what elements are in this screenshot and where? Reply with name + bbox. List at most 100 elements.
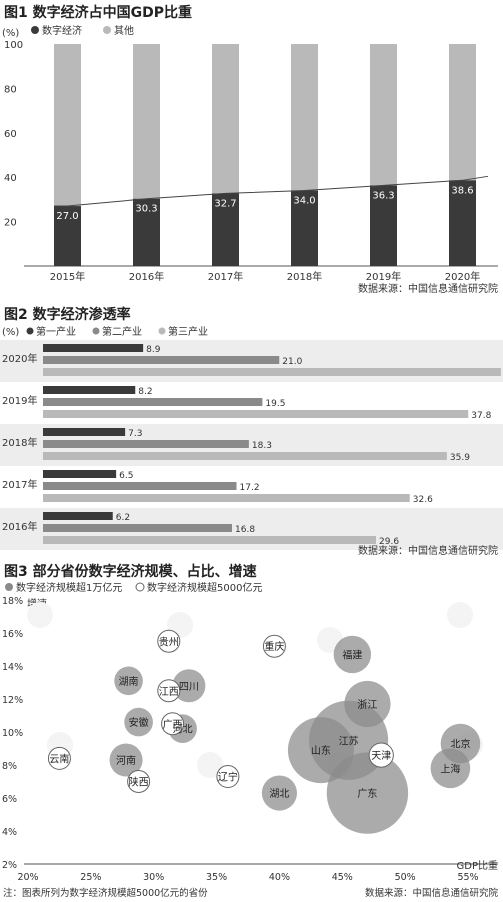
fig1-unit: (%) (2, 28, 19, 39)
fig3-ytick-label: 4% (2, 827, 17, 838)
fig3-ytick-label: 16% (2, 629, 23, 640)
fig2-category-label: 2019年 (2, 394, 37, 407)
fig1-value-label-bg (54, 209, 81, 223)
watermark-logo (447, 602, 473, 628)
figure3: 图3 部分省份数字经济规模、占比、增速 数字经济规模超1万亿元 数字经济规模超5… (2, 563, 498, 899)
fig2-value-label: 19.5 (265, 399, 285, 409)
fig2-bar (43, 410, 469, 418)
fig3-bubble-label: 湖北 (269, 788, 289, 800)
fig3-xtick-label: 55% (457, 872, 478, 883)
fig3-plot-area: 2% 4% 6% 8% 10% 12% 14% 16% 18% 20% 25% 30% 35% 40% 45… (2, 596, 498, 883)
fig2-legend-swatch-primary (26, 327, 34, 335)
fig3-bubble-5000 (262, 634, 286, 658)
fig3-bubble-label: 陕西 (129, 776, 149, 789)
fig3-bubble-label: 广东 (357, 787, 377, 800)
fig3-bubble-10000 (172, 669, 206, 703)
fig1-value-label: 27.0 (56, 211, 78, 222)
fig2-bar (43, 386, 136, 394)
fig1-category-label: 2018年 (287, 270, 322, 283)
fig2-bar (43, 470, 117, 478)
fig3-bubble-10000 (333, 635, 372, 674)
fig3-bubble-label: 河北 (173, 724, 193, 736)
fig2-bar (43, 440, 249, 448)
fig1-ytick-label: 80 (4, 84, 17, 95)
fig3-ytick-label: 6% (2, 794, 17, 805)
fig3-legend-swatch-10000 (5, 583, 13, 591)
fig3-bubble-label: 福建 (342, 648, 362, 661)
fig3-bubble-label: 云南 (49, 752, 69, 765)
fig3-bubble-label: 安徽 (129, 716, 149, 729)
fig1-value-label: 38.6 (451, 185, 473, 196)
fig1-bar-other (54, 44, 81, 207)
fig2-bar (43, 368, 501, 376)
fig3-bubble-label: 四川 (179, 682, 199, 693)
fig1-value-label: 34.0 (293, 196, 315, 207)
figure2: 图2 数字经济渗透率 (%) 第一产业 第二产业 第三产业 2020年 8.9 21… (0, 306, 503, 557)
fig1-source: 数据来源：中国信息通信研究院 (358, 282, 498, 295)
fig3-xtick-label: 45% (332, 872, 353, 883)
fig2-legend-primary: 第一产业 (36, 325, 76, 338)
fig1-bar-other (370, 44, 397, 186)
fig2-value-label: 17.2 (240, 483, 260, 493)
fig2-bar (43, 356, 280, 364)
fig1-ytick-label: 100 (4, 40, 23, 51)
fig3-legend-swatch-5000 (135, 582, 145, 592)
fig3-ytick-label: 18% (2, 596, 23, 607)
fig2-bar (43, 482, 237, 490)
fig3-bubble-10000 (430, 748, 471, 789)
fig1-bar-other (291, 44, 318, 191)
fig3-xtick-label: 50% (395, 872, 416, 883)
fig1-category-label: 2016年 (129, 270, 164, 283)
fig2-bar (43, 512, 113, 520)
figure1: 图1 数字经济占中国GDP比重 (%) 数字经济 其他 204060801002… (2, 4, 498, 295)
fig2-category-label: 2016年 (2, 520, 37, 533)
fig3-bubble-5000 (368, 742, 394, 768)
fig3-xtick-label: 30% (143, 872, 164, 883)
fig3-ytick-label: 12% (2, 695, 23, 706)
fig1-category-label: 2017年 (208, 270, 243, 283)
fig2-bar (43, 494, 410, 502)
fig2-value-label: 7.3 (128, 429, 142, 439)
fig3-bubble-label: 重庆 (264, 640, 284, 653)
fig1-ytick-label: 40 (4, 173, 17, 184)
fig1-legend-digital: 数字经济 (42, 24, 82, 37)
fig3-bubble-label: 湖南 (119, 675, 139, 688)
fig2-value-label: 35.9 (450, 453, 470, 463)
fig1-title: 图1 数字经济占中国GDP比重 (4, 4, 192, 21)
fig3-bubble-10000 (109, 743, 143, 777)
fig1-legend-swatch-other (103, 26, 111, 34)
fig3-bubble-10000 (114, 666, 143, 696)
fig3-bubble-10000 (261, 775, 298, 811)
fig3-bubble-5000 (161, 712, 185, 736)
fig2-value-label: 32.6 (413, 495, 433, 505)
fig2-plot-area: 2020年8.921.040.72019年8.219.537.82018年7.3… (0, 340, 503, 550)
fig3-ytick-label: 2% (2, 860, 17, 871)
fig1-bar-other (212, 44, 239, 194)
fig3-xtick-label: 40% (269, 872, 290, 883)
fig2-bar (43, 344, 144, 352)
fig2-category-label: 2018年 (2, 436, 37, 449)
fig3-bubble-label: 天津 (371, 750, 391, 762)
watermark-logo (27, 602, 53, 628)
fig1-category-label: 2019年 (366, 270, 401, 283)
fig2-unit: (%) (2, 327, 19, 338)
fig3-bubble-10000 (124, 707, 153, 737)
fig2-bar (43, 524, 232, 532)
fig1-value-label: 30.3 (135, 204, 157, 215)
fig1-value-label-bg (370, 188, 397, 202)
fig3-xtick-label: 25% (80, 872, 101, 883)
fig3-bubble-label: 江苏 (339, 734, 359, 747)
fig1-value-label-bg (449, 183, 476, 197)
fig2-value-label: 6.2 (116, 513, 130, 523)
fig2-category-label: 2017年 (2, 478, 37, 491)
fig2-value-label: 18.3 (252, 441, 272, 451)
fig3-bubble-label: 上海 (440, 762, 460, 775)
fig3-bubble-5000 (157, 679, 181, 703)
fig2-bar (43, 428, 126, 436)
fig2-title: 图2 数字经济渗透率 (4, 306, 131, 323)
fig2-legend-swatch-secondary (92, 327, 100, 335)
fig3-bubble-label: 北京 (450, 738, 470, 751)
fig2-value-label: 16.8 (235, 525, 255, 535)
fig3-ytick-label: 10% (2, 728, 23, 739)
fig3-bubble-label: 河南 (116, 754, 136, 767)
